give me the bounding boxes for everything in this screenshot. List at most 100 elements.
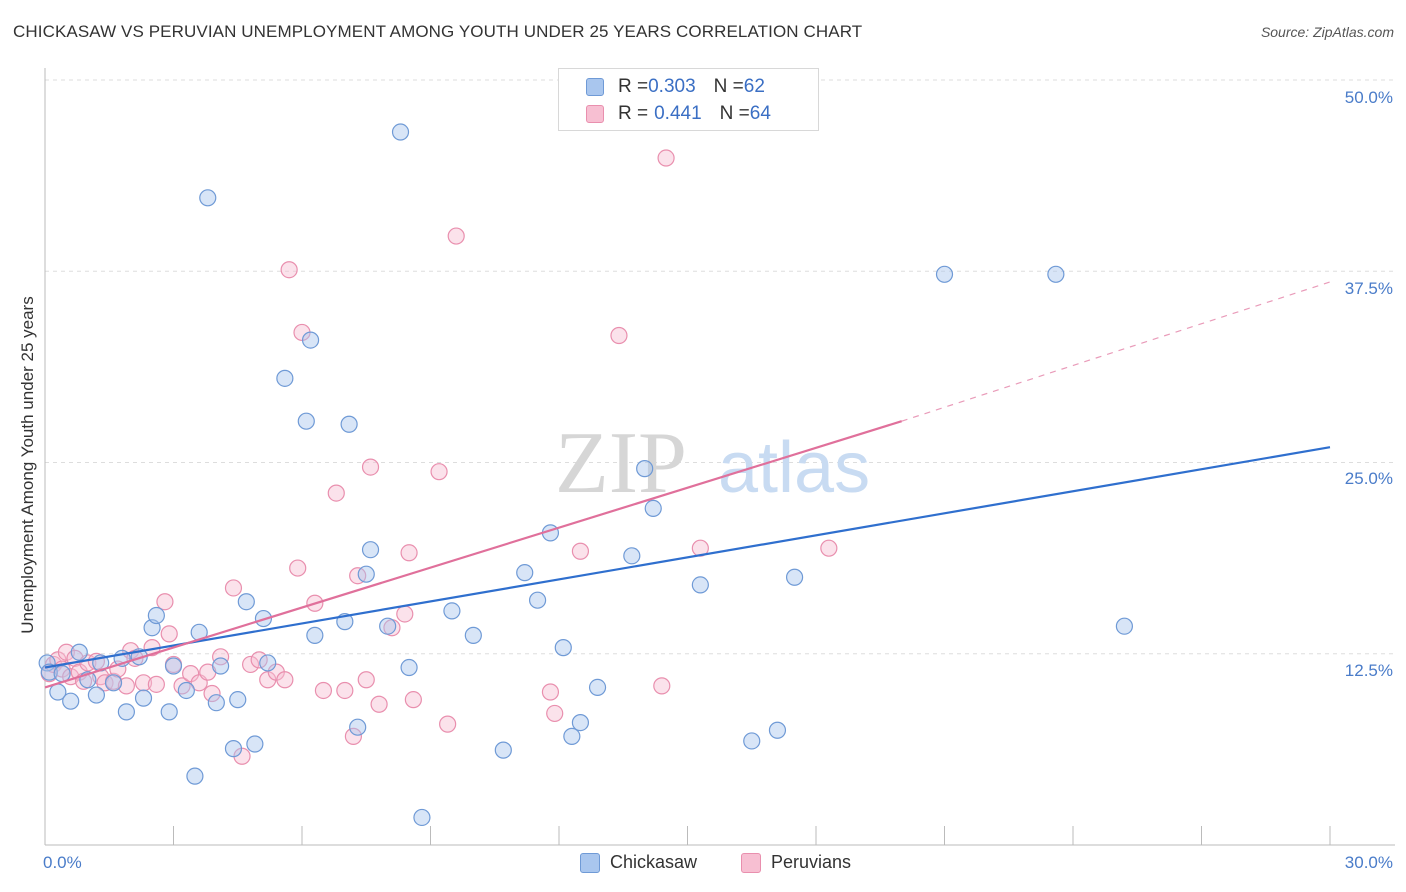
peruvian-point [361,458,380,476]
x-tick-min: 0.0% [43,853,82,872]
grid-layer [45,79,1395,655]
chickasaw-point [224,740,243,758]
axis-layer [44,68,1395,846]
chickasaw-point [563,727,581,745]
peruvian-point [327,484,345,502]
peruvians-trend-line [44,420,902,689]
peruvian-point [182,665,200,683]
peruvian-point [430,463,448,481]
trend-layer [44,281,1331,689]
peruvian-point [224,579,243,597]
chart-title: CHICKASAW VS PERUVIAN UNEMPLOYMENT AMONG… [13,22,863,41]
legend-n-value: 64 [749,103,771,124]
peruvian-point [117,677,135,695]
chickasaw-point [134,689,153,707]
peruvian-point [280,261,298,279]
chickasaw-point [443,602,461,620]
y-tick-25: 25.0% [1344,469,1393,488]
chickasaw-point [301,331,320,349]
peruvian-point [657,149,675,167]
chickasaw-point [207,694,225,712]
chickasaw-point [391,123,410,141]
chickasaw-point [276,369,294,387]
chickasaw-point [349,718,367,736]
chickasaw-point [361,541,380,559]
chickasaw-legend-swatch [580,852,600,873]
chickasaw-point [494,741,512,759]
chickasaw-point [588,678,607,697]
peruvian-point [242,655,260,674]
legend-r-value: 0.303 [648,76,696,97]
peruvian-point [349,567,367,585]
chickasaw-point [1115,617,1134,635]
source-label: Source: ZipAtlas.com [1260,24,1394,40]
y-tick-50: 50.0% [1344,88,1393,107]
peruvian-point [357,671,375,689]
chickasaw-point [785,568,804,586]
peruvians-legend-label: Peruvians [771,852,852,872]
legend-row-peruvians: R = 0.441 N = 64 [586,103,771,125]
chickasaw-point [1047,265,1065,283]
peruvian-point [57,643,76,661]
peruvian-point [610,326,628,345]
chickasaw-point [229,691,247,709]
chickasaw-point [259,654,277,672]
chickasaw-point [297,412,315,430]
peruvian-point [289,559,307,577]
chickasaw-point [212,657,230,675]
peruvian-point [396,605,414,623]
legend-n-label: N = [719,103,750,124]
legend-n-label: N = [713,76,744,97]
peruvian-point [546,704,564,723]
x-tick-max: 30.0% [1344,853,1393,872]
chickasaw-point [306,626,324,644]
chickasaw-points [38,123,1134,827]
chickasaw-trend-line [44,446,1331,669]
peruvian-point [134,674,153,692]
peruvian-point [344,727,362,745]
chickasaw-point [571,713,590,732]
chickasaw-point [935,265,954,283]
peruvian-point [404,691,422,709]
peruvian-point [156,593,174,611]
peruvian-point [147,675,165,693]
peruvian-point [571,542,590,560]
correlation-legend: R = 0.303 N = 62 R = 0.441 N = 64 [558,68,819,131]
legend-r-value: 0.441 [654,103,702,124]
peruvian-point [447,227,465,245]
chickasaw-swatch [586,78,604,96]
peruvian-point [336,681,354,700]
chickasaw-point [691,576,709,594]
legend-row-chickasaw: R = 0.303 N = 62 [586,76,765,98]
peruvians-trend-extension [901,281,1331,422]
chickasaw-point [400,658,418,677]
chickasaw-point [644,499,662,517]
peruvians-legend-swatch [741,852,761,873]
chickasaw-point [379,617,397,635]
chickasaw-point [636,460,654,478]
peruvians-swatch [586,105,604,123]
watermark-atlas: atlas [718,428,870,508]
chickasaw-point [413,808,431,827]
watermark-zip: ZIP [555,415,687,512]
chickasaw-point [768,721,787,739]
legend-r-label: R = [618,103,649,124]
y-axis-label: Unemployment Among Youth under 25 years [18,296,37,634]
chickasaw-point [340,415,358,433]
y-tick-12-5: 12.5% [1344,661,1393,680]
chickasaw-point [147,606,165,625]
chickasaw-point [743,732,761,750]
peruvian-point [400,544,418,562]
chickasaw-point [117,703,135,721]
bottom-legend-peruvians: Peruvians [741,852,851,873]
peruvian-point [212,648,230,666]
bottom-legend-chickasaw: Chickasaw [580,852,697,873]
chickasaw-point [62,692,80,710]
chickasaw-point [199,189,217,207]
legend-r-label: R = [618,76,649,97]
chickasaw-point [104,674,123,692]
peruvian-point [314,681,333,700]
legend-n-value: 62 [743,76,765,97]
chickasaw-point [623,547,641,565]
